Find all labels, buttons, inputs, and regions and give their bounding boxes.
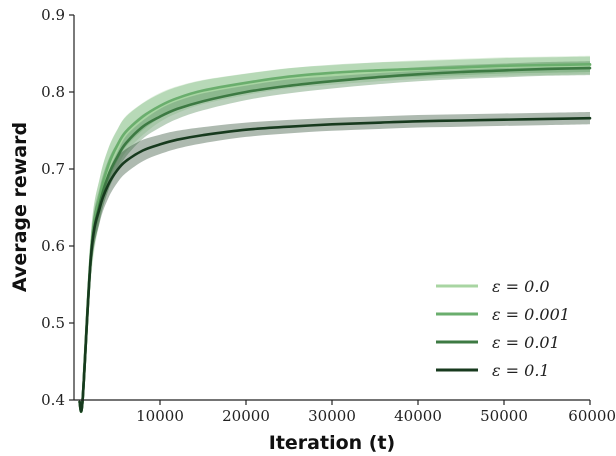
x-tick-label: 20000 bbox=[222, 407, 270, 425]
series-lines bbox=[78, 63, 592, 414]
legend-label: ε = 0.0 bbox=[492, 277, 550, 296]
y-axis-title: Average reward bbox=[9, 122, 31, 292]
y-tick-label: 0.8 bbox=[41, 83, 65, 101]
x-tick-label: 50000 bbox=[480, 407, 528, 425]
x-tick-label: 10000 bbox=[136, 407, 184, 425]
x-tick-label: 30000 bbox=[308, 407, 356, 425]
x-tick-label: 40000 bbox=[394, 407, 442, 425]
x-tick-label: 60000 bbox=[568, 407, 616, 425]
x-axis-title: Iteration (t) bbox=[269, 432, 395, 454]
legend-label: ε = 0.01 bbox=[492, 333, 560, 352]
y-tick-label: 0.5 bbox=[41, 314, 65, 332]
tick-marks: 10000 20000 30000 40000 50000 60000 0.4 0.5 0.6 0… bbox=[41, 6, 616, 425]
legend-label: ε = 0.001 bbox=[492, 305, 570, 324]
legend-label: ε = 0.1 bbox=[492, 361, 550, 380]
y-tick-label: 0.6 bbox=[41, 237, 65, 255]
series-line-1 bbox=[78, 63, 592, 414]
series-band-3 bbox=[82, 112, 590, 400]
series-line-3 bbox=[78, 116, 592, 413]
y-tick-label: 0.7 bbox=[41, 160, 65, 178]
y-tick-label: 0.9 bbox=[41, 6, 65, 24]
legend: ε = 0.0 ε = 0.001 ε = 0.01 ε = 0.1 bbox=[436, 277, 570, 380]
y-tick-label: 0.4 bbox=[41, 391, 65, 409]
